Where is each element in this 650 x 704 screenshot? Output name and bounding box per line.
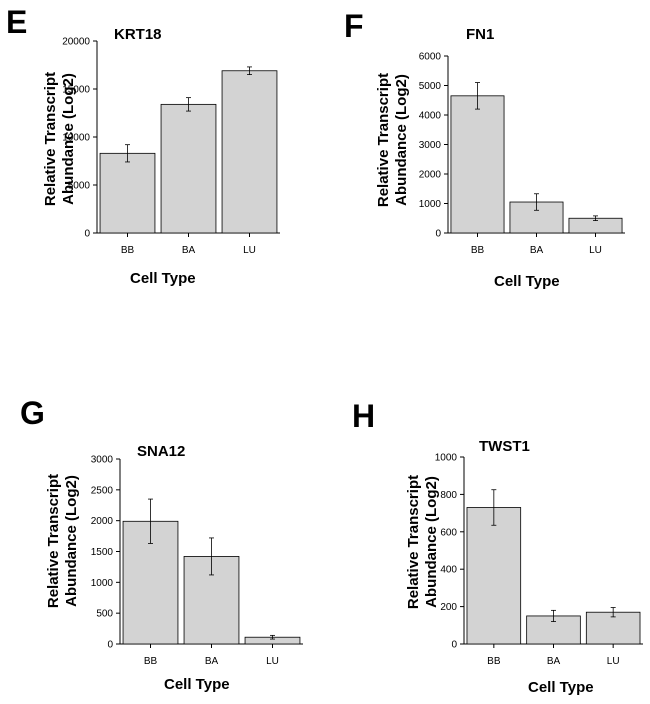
x-tick-label: BA <box>182 245 196 256</box>
y-tick-label: 800 <box>440 490 457 501</box>
x-axis-label: Cell Type <box>494 273 560 290</box>
y-tick-label: 10000 <box>62 133 90 144</box>
panel-letter: F <box>344 8 364 44</box>
y-tick-label: 5000 <box>419 81 442 92</box>
x-tick-label: BB <box>471 245 485 256</box>
y-tick-label: 1500 <box>91 547 114 558</box>
y-tick-label: 0 <box>107 640 113 651</box>
y-tick-label: 2000 <box>419 170 442 181</box>
y-tick-label: 1000 <box>435 453 458 464</box>
panel-letter: E <box>6 4 28 40</box>
y-tick-label: 500 <box>96 609 113 620</box>
x-axis-label: Cell Type <box>130 270 196 287</box>
x-axis-label: Cell Type <box>164 676 230 693</box>
y-tick-label: 15000 <box>62 85 90 96</box>
chart-title: FN1 <box>466 26 495 43</box>
y-tick-label: 0 <box>435 229 441 240</box>
y-tick-label: 3000 <box>419 140 442 151</box>
x-tick-label: BA <box>530 245 544 256</box>
panel-letter: H <box>352 398 376 434</box>
x-tick-label: BB <box>487 656 501 667</box>
chart-title: KRT18 <box>114 26 162 43</box>
x-axis-label: Cell Type <box>528 679 594 696</box>
bar-bb <box>466 507 522 645</box>
x-tick-label: BA <box>205 656 219 667</box>
x-tick-label: BB <box>144 656 158 667</box>
bar-lu <box>221 70 278 234</box>
y-tick-label: 400 <box>440 565 457 576</box>
y-tick-label: 2500 <box>91 485 114 496</box>
y-tick-label: 4000 <box>419 111 442 122</box>
chart-title: TWST1 <box>479 438 530 455</box>
y-tick-label: 0 <box>84 229 90 240</box>
y-tick-label: 1000 <box>419 199 442 210</box>
x-tick-label: LU <box>243 245 256 256</box>
y-tick-label: 20000 <box>62 37 90 48</box>
chart-title: SNA12 <box>137 443 186 460</box>
x-tick-label: BB <box>121 245 135 256</box>
y-tick-label: 1000 <box>91 578 114 589</box>
y-tick-label: 3000 <box>91 455 114 466</box>
y-tick-label: 5000 <box>68 181 91 192</box>
panel-letter: G <box>20 395 45 431</box>
y-tick-label: 200 <box>440 602 457 613</box>
y-tick-label: 600 <box>440 527 457 538</box>
x-tick-label: LU <box>589 245 602 256</box>
y-tick-label: 0 <box>451 640 457 651</box>
x-tick-label: LU <box>266 656 279 667</box>
x-tick-label: LU <box>607 656 620 667</box>
y-tick-label: 6000 <box>419 52 442 63</box>
y-tick-label: 2000 <box>91 516 114 527</box>
x-tick-label: BA <box>547 656 561 667</box>
